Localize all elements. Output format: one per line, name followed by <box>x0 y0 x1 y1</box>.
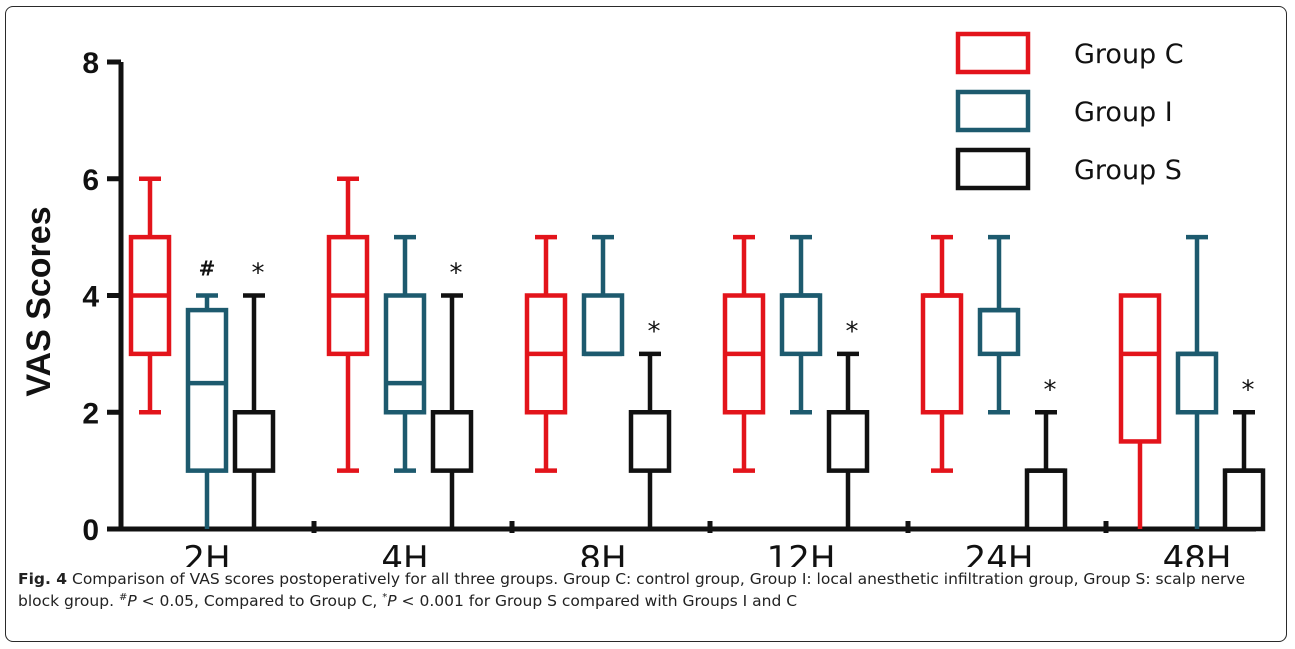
box-group-i <box>1175 234 1219 529</box>
x-category-label: 12H <box>767 539 836 567</box>
box-group-c <box>1118 293 1162 529</box>
axes: 0 2 4 6 8 VAS Scores 2H 4H 8H 12H 24H 48H <box>20 47 1256 567</box>
box-group-s <box>628 351 672 529</box>
y-tick-label: 8 <box>82 47 99 80</box>
box-group-s <box>1024 410 1068 532</box>
iqr-box <box>977 307 1021 357</box>
iqr-box <box>920 293 964 415</box>
y-axis-label: VAS Scores <box>20 206 58 396</box>
caption-symbol-star: * <box>382 592 388 603</box>
significance-annotation: * <box>252 259 265 289</box>
caption-label: Fig. 4 <box>18 570 68 588</box>
iqr-box <box>581 293 625 357</box>
x-category-label: 2H <box>183 539 230 567</box>
figure-frame: 0 2 4 6 8 VAS Scores 2H 4H 8H 12H 24H 48H # * * * * * * G… <box>5 6 1287 642</box>
significance-annotation: * <box>846 317 859 347</box>
iqr-box <box>430 410 474 473</box>
caption-text-3: < 0.001 for Group S compared with Groups… <box>396 592 798 610</box>
y-tick-label: 6 <box>82 164 99 197</box>
box-group-s <box>826 351 870 529</box>
box-group-i <box>581 234 625 357</box>
x-category-label: 24H <box>965 539 1034 567</box>
y-tick-label: 0 <box>82 514 99 547</box>
y-tick-label: 2 <box>82 397 99 430</box>
legend-swatch <box>955 89 1031 133</box>
significance-annotation: * <box>1044 375 1057 405</box>
iqr-box <box>1175 351 1219 415</box>
box-group-c <box>524 234 568 473</box>
caption-text-2: < 0.05, Compared to Group C, <box>136 592 383 610</box>
box-group-c <box>128 176 172 415</box>
box-series: # * * * * * * <box>128 176 1266 532</box>
caption-p-2: P <box>387 592 397 610</box>
box-group-i <box>383 234 427 473</box>
caption-text-1: Comparison of VAS scores postoperatively… <box>18 570 1246 610</box>
x-category-label: 48H <box>1163 539 1232 567</box>
figure-caption: Fig. 4 Comparison of VAS scores postoper… <box>18 568 1283 612</box>
box-group-i <box>977 234 1021 415</box>
box-group-c <box>722 234 766 473</box>
legend: Group C Group I Group S <box>955 31 1184 191</box>
iqr-box <box>779 293 823 357</box>
box-group-c <box>920 234 964 473</box>
legend-swatch <box>955 31 1031 75</box>
legend-entry: Group C <box>955 31 1184 75</box>
iqr-box <box>185 307 229 473</box>
legend-label: Group C <box>1074 39 1184 70</box>
iqr-box <box>232 410 276 473</box>
legend-label: Group S <box>1074 155 1182 186</box>
iqr-box <box>1118 293 1162 444</box>
significance-annotation: * <box>1242 375 1255 405</box>
significance-annotation: * <box>648 317 661 347</box>
legend-entry: Group I <box>955 89 1173 133</box>
box-group-i <box>185 293 229 529</box>
x-category-label: 4H <box>381 539 428 567</box>
x-category-label: 8H <box>579 539 626 567</box>
iqr-box <box>1222 468 1266 532</box>
box-plot-chart: 0 2 4 6 8 VAS Scores 2H 4H 8H 12H 24H 48H # * * * * * * G… <box>20 31 1266 567</box>
legend-entry: Group S <box>955 147 1182 191</box>
box-group-s <box>232 293 276 529</box>
iqr-box <box>1024 468 1068 532</box>
legend-label: Group I <box>1074 97 1173 128</box>
box-group-i <box>779 234 823 415</box>
box-group-s <box>1222 410 1266 532</box>
box-group-c <box>326 176 370 473</box>
iqr-box <box>383 293 427 415</box>
iqr-box <box>628 410 672 473</box>
caption-p-1: P <box>127 592 137 610</box>
box-group-s <box>430 293 474 529</box>
legend-swatch <box>955 147 1031 191</box>
significance-annotation: # <box>199 257 216 281</box>
y-tick-label: 4 <box>82 281 99 314</box>
iqr-box <box>826 410 870 473</box>
caption-symbol-hash: # <box>118 592 128 603</box>
significance-annotation: * <box>450 259 463 289</box>
